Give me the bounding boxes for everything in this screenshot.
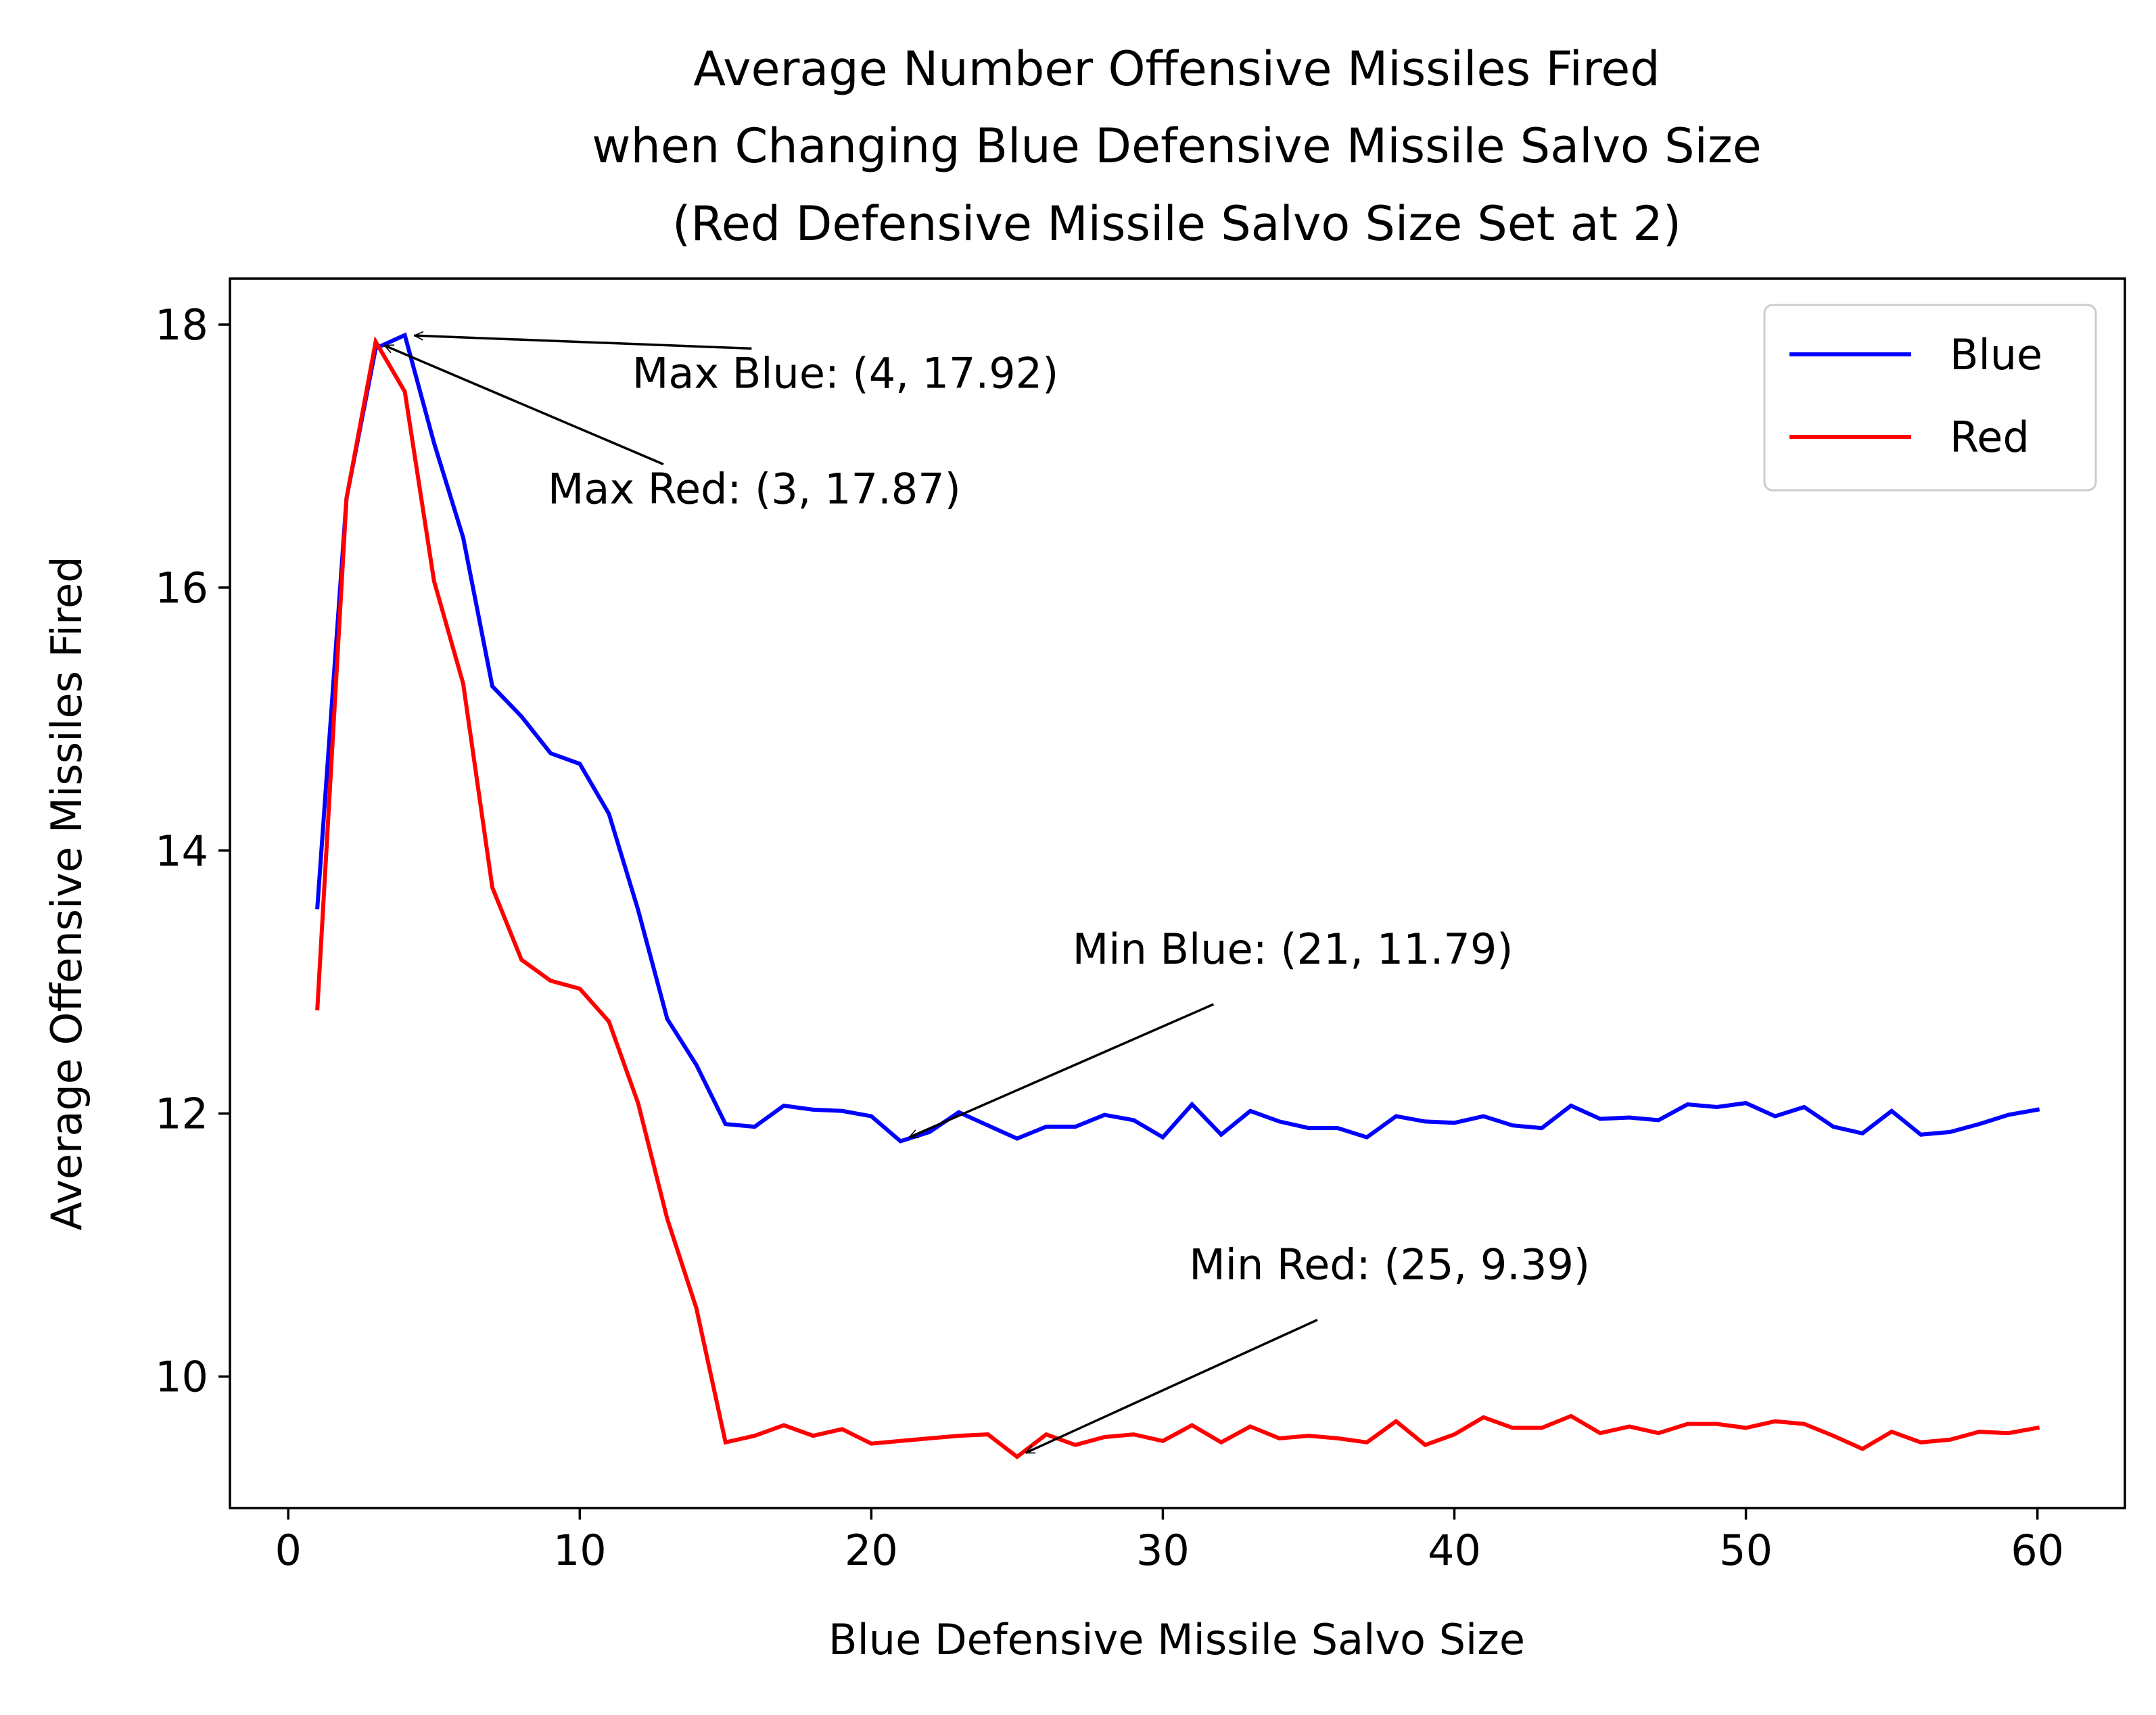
- annotation-arrow: [415, 335, 752, 350]
- chart-title-line-1: Average Number Offensive Missiles Fired: [693, 41, 1660, 97]
- x-axis-ticks: 0 10 20 30 40 50 60: [275, 1508, 2064, 1575]
- annotation-arrow: [909, 1003, 1215, 1139]
- y-axis-label: Average Offensive Missiles Fired: [42, 556, 91, 1230]
- series-lines: [315, 332, 2040, 1459]
- x-axis-label: Blue Defensive Missile Salvo Size: [828, 1615, 1525, 1664]
- y-tick-label: 12: [155, 1089, 208, 1139]
- series-line-red: [315, 335, 2040, 1459]
- x-tick-label: 60: [2011, 1526, 2064, 1575]
- legend-box: [1763, 304, 2097, 492]
- x-tick-label: 50: [1719, 1526, 1773, 1575]
- chart-title-line-3: (Red Defensive Missile Salvo Size Set at…: [672, 196, 1681, 252]
- legend-label-red: Red: [1950, 413, 2030, 462]
- legend: Blue Red: [1763, 304, 2097, 492]
- annotation-arrow: [384, 344, 664, 466]
- legend-label-blue: Blue: [1950, 330, 2042, 379]
- x-tick-label: 10: [553, 1526, 607, 1575]
- annotations: Max Blue: (4, 17.92) Max Red: (3, 17.87) M…: [384, 335, 1590, 1454]
- annotation-arrow: [1026, 1319, 1318, 1454]
- chart-title-line-2: when Changing Blue Defensive Missile Sal…: [592, 118, 1762, 174]
- x-tick-label: 0: [275, 1526, 301, 1575]
- series-line-blue: [315, 332, 2040, 1144]
- y-axis-ticks: 10 12 14 16 18: [155, 300, 230, 1402]
- chart-title: Average Number Offensive Missiles Fired …: [592, 41, 1762, 252]
- annotation-label: Max Red: (3, 17.87): [548, 464, 961, 513]
- y-tick-label: 14: [155, 826, 208, 876]
- annotation-label: Min Red: (25, 9.39): [1189, 1240, 1590, 1290]
- y-tick-label: 18: [155, 300, 208, 350]
- y-tick-label: 16: [155, 563, 208, 613]
- x-tick-label: 40: [1428, 1526, 1481, 1575]
- x-tick-label: 30: [1136, 1526, 1190, 1575]
- annotation-label: Max Blue: (4, 17.92): [632, 348, 1058, 398]
- annotation-label: Min Blue: (21, 11.79): [1073, 924, 1514, 974]
- plot-area-frame: [229, 277, 2126, 1509]
- x-tick-label: 20: [845, 1526, 898, 1575]
- y-tick-label: 10: [155, 1353, 208, 1402]
